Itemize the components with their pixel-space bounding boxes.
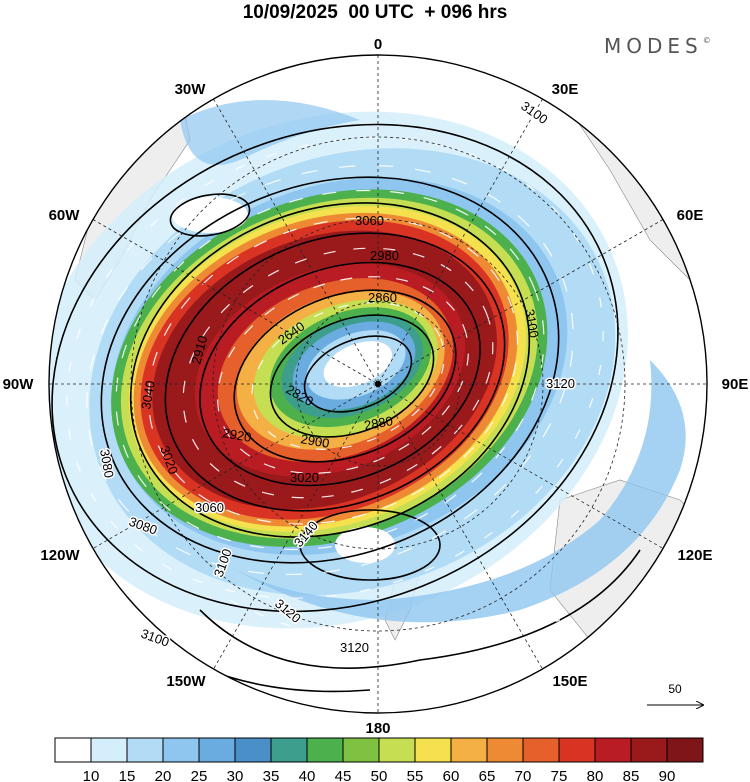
- contour-label: 2980: [370, 248, 399, 263]
- contour-label: 3120: [546, 376, 575, 391]
- wind-reference-vector: 50: [647, 682, 703, 705]
- colorbar-box: [450, 737, 488, 763]
- longitude-labels: 0 30E 60E 90E 120E 150E 180 150W 120W 90…: [3, 36, 749, 737]
- colorbar-boxes: [54, 737, 704, 763]
- wind-reference-label: 50: [668, 682, 682, 696]
- contour-label: 3020: [290, 470, 319, 485]
- lon-label-0: 0: [374, 36, 382, 53]
- colorbar-tick-label: 40: [299, 768, 316, 782]
- colorbar-tick-label: 25: [191, 768, 208, 782]
- colorbar-tick-label: 75: [551, 768, 568, 782]
- lon-label-180: 180: [365, 720, 390, 737]
- contour-label: 3080: [97, 448, 117, 479]
- lon-label-30w: 30W: [175, 81, 207, 98]
- brand-logo: MODES©: [604, 34, 711, 58]
- colorbar-tick-label: 30: [227, 768, 244, 782]
- contour-label: 2900: [299, 431, 330, 451]
- colorbar-tick-label: 60: [443, 768, 460, 782]
- lon-label-120e: 120E: [677, 547, 712, 564]
- copyright-mark: ©: [702, 36, 711, 45]
- contour-label: 2910: [188, 334, 210, 366]
- lon-label-120w: 120W: [40, 547, 80, 564]
- lon-label-30e: 30E: [552, 81, 579, 98]
- colorbar-box: [306, 737, 344, 763]
- colorbar-box: [630, 737, 668, 763]
- colorbar-tick-label: 35: [263, 768, 280, 782]
- colorbar-tick-label: 65: [479, 768, 496, 782]
- contour-label: 2860: [368, 290, 397, 305]
- lon-label-90e: 90E: [722, 376, 749, 393]
- colorbar-tick-label: 45: [335, 768, 352, 782]
- colorbar-box: [234, 737, 272, 763]
- wind-streamlines: [66, 137, 604, 647]
- colorbar-box: [198, 737, 236, 763]
- contour-label: 3120: [340, 640, 369, 655]
- lon-label-150e: 150E: [552, 673, 587, 690]
- colorbar-tick-label: 10: [83, 768, 100, 782]
- colorbar-box: [486, 737, 524, 763]
- lon-label-60w: 60W: [49, 207, 81, 224]
- brand-name: MODES: [604, 34, 703, 58]
- south-pole-marker: [375, 381, 381, 387]
- colorbar-box: [594, 737, 632, 763]
- colorbar-tick-label: 80: [587, 768, 604, 782]
- colorbar-tick-label: 50: [371, 768, 388, 782]
- geopotential-contours: [51, 123, 641, 693]
- colorbar-box: [126, 737, 164, 763]
- map-boundary: [48, 54, 708, 714]
- lon-label-60e: 60E: [677, 207, 704, 224]
- colorbar-box: [558, 737, 596, 763]
- colorbar-tick-label: 85: [623, 768, 640, 782]
- colorbar-tick-label: 90: [659, 768, 676, 782]
- colorbar-box: [522, 737, 560, 763]
- colorbar-tick-labels: 10 15 20 25 30 35 40 45 50 55 60 65 70 75 80 85 90: [83, 768, 676, 782]
- colorbar-box: [162, 737, 200, 763]
- colorbar-box: [666, 737, 704, 763]
- colorbar-box: [414, 737, 452, 763]
- contour-label: 3040: [138, 379, 158, 410]
- colorbar-tick-label: 15: [119, 768, 136, 782]
- colorbar-tick-label: 70: [515, 768, 532, 782]
- contour-label: 2920: [221, 425, 252, 445]
- colorbar-tick-label: 20: [155, 768, 172, 782]
- lon-label-90w: 90W: [3, 376, 35, 393]
- contour-label: 2880: [363, 413, 394, 433]
- secondary-jet-shading: [172, 100, 686, 623]
- contour-label: 3060: [195, 500, 224, 515]
- colorbar-box: [270, 737, 308, 763]
- colorbar-box: [54, 737, 92, 763]
- graticule: [49, 55, 707, 713]
- colorbar-box: [90, 737, 128, 763]
- map-title: 10/09/2025 00 UTC + 096 hrs: [242, 2, 508, 23]
- contour-label: 3060: [355, 213, 384, 228]
- colorbar-tick-label: 55: [407, 768, 424, 782]
- colorbar-box: [342, 737, 380, 763]
- contour-label: 3100: [522, 308, 542, 339]
- colorbar-box: [378, 737, 416, 763]
- lon-label-150w: 150W: [166, 673, 206, 690]
